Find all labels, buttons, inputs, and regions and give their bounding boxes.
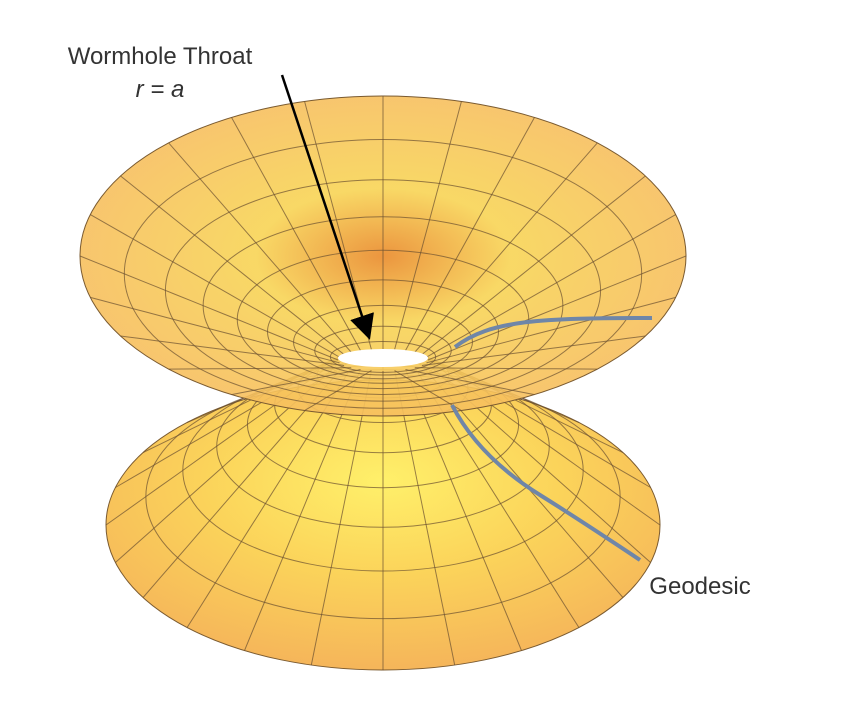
upper-sheet [79,95,687,417]
grid-radial [79,255,339,361]
throat-title: Wormhole Throat [68,43,253,70]
grid-radial [421,335,646,366]
grid-radial [394,101,462,350]
grid-radial [405,117,535,351]
grid-radial [168,367,352,370]
grid-radial [405,369,535,396]
geodesic-label: Geodesic [649,573,750,600]
throat-arrow [280,74,374,340]
grid-radial [426,214,676,358]
geodesic-upper [453,316,653,349]
grid-radial [421,175,646,355]
grid-radial [426,296,676,364]
grid-radial [120,335,345,366]
grid-radial [90,296,340,364]
grid-radial [168,142,352,353]
throat-equation: r = a [136,76,185,103]
grid-radial [414,367,598,370]
throat-hole [338,349,428,367]
grid-radial [394,370,462,411]
grid-radial [90,214,340,358]
geodesic-lower [450,404,642,562]
grid-radial [414,142,598,353]
grid-radial [231,369,361,396]
grid-radial [120,175,345,355]
grid-radial [304,370,372,411]
